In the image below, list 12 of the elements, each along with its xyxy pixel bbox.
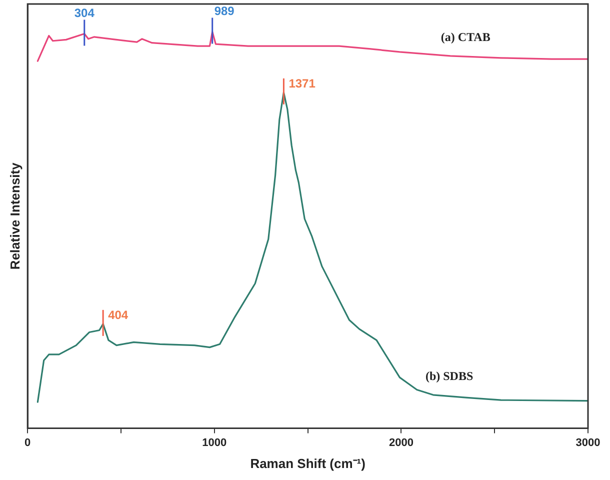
annotation: 404 [108,308,128,322]
x-tick-label: 2000 [388,436,414,449]
annotation: 304 [74,6,95,20]
x-tick-label: 3000 [576,436,600,449]
y-axis-title: Relative Intensity [7,162,22,270]
x-tick-label: 1000 [202,436,227,449]
annotation: 1371 [288,76,316,91]
x-tick-label: 0 [24,436,31,449]
x-axis-title: Raman Shift (cm⁻¹) [250,456,366,471]
annotation: 989 [214,4,235,18]
series-label: (a) CTAB [440,30,490,44]
series-label: (b) SDBS [425,368,474,383]
